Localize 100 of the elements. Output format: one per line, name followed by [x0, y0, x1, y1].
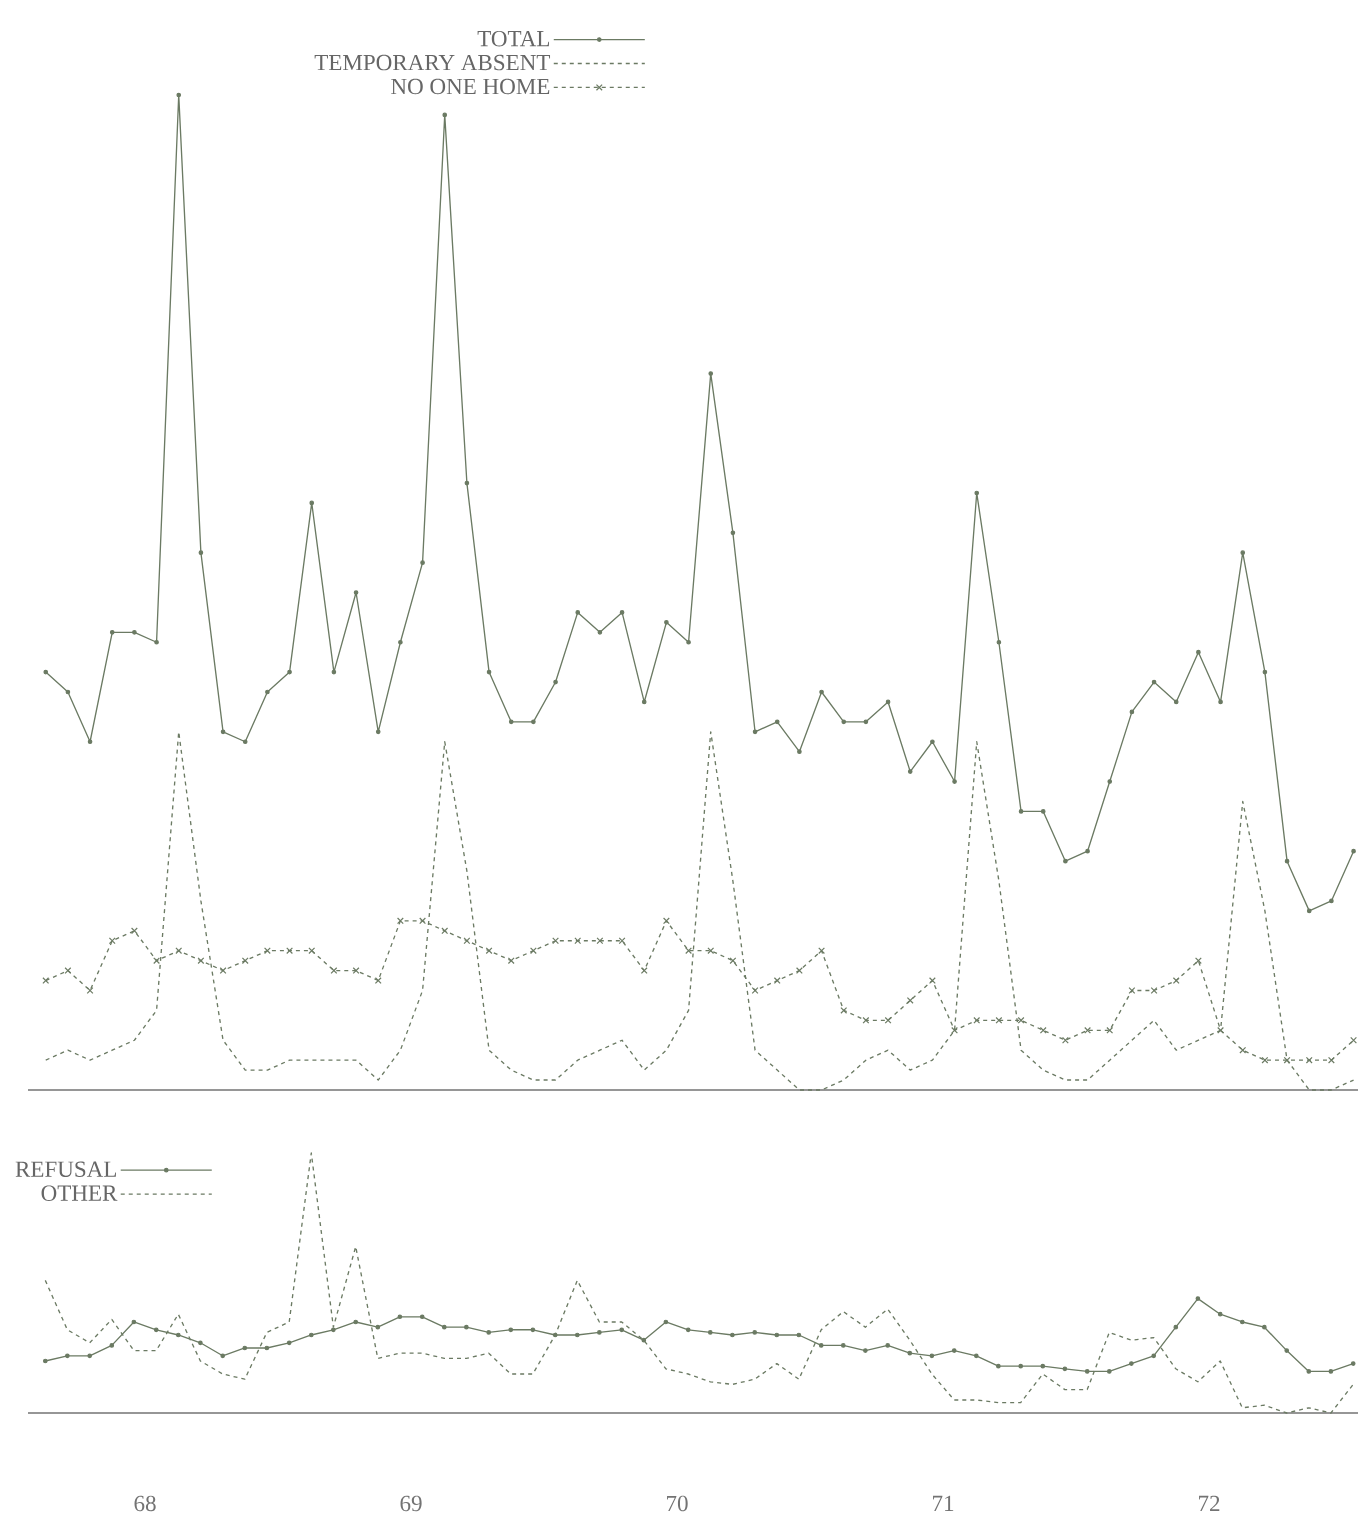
- point: [86, 987, 94, 994]
- point: [774, 719, 780, 725]
- point: [130, 927, 138, 935]
- point: [65, 1353, 70, 1359]
- point: [618, 937, 626, 945]
- point: [840, 1006, 848, 1014]
- x-tick-label: 72: [1199, 1495, 1220, 1511]
- point: [752, 729, 758, 735]
- point: [575, 610, 581, 615]
- point: [264, 1345, 270, 1351]
- point: [132, 629, 137, 635]
- point: [1129, 1361, 1134, 1366]
- point: [463, 937, 471, 945]
- point: [862, 1016, 870, 1024]
- point: [198, 1340, 203, 1346]
- point: [1150, 987, 1158, 994]
- point: [686, 639, 691, 645]
- point: [42, 1358, 48, 1364]
- point: [64, 967, 72, 975]
- point: [907, 1350, 913, 1356]
- point: [242, 739, 248, 745]
- x-tick-label: 71: [933, 1495, 954, 1511]
- point: [330, 967, 338, 975]
- point: [1173, 1324, 1179, 1330]
- point: [840, 1343, 846, 1348]
- point: [286, 947, 293, 955]
- point: [486, 669, 492, 675]
- point: [286, 1340, 292, 1346]
- point: [507, 957, 515, 965]
- point: [1327, 1056, 1335, 1064]
- point: [597, 1330, 602, 1335]
- point: [929, 1353, 935, 1359]
- point: [154, 639, 159, 645]
- point: [663, 1319, 669, 1325]
- point: [819, 689, 824, 695]
- point: [1084, 1026, 1091, 1034]
- point: [952, 779, 957, 784]
- point: [1017, 1016, 1025, 1024]
- point: [1084, 1369, 1090, 1374]
- point: [1129, 709, 1135, 715]
- point: [464, 1324, 469, 1330]
- x-tick-label: 70: [667, 1495, 688, 1512]
- point: [797, 749, 802, 755]
- point: [885, 699, 891, 705]
- point: [1239, 1046, 1247, 1054]
- point: [596, 937, 604, 945]
- point: [730, 1332, 735, 1338]
- point: [287, 669, 292, 675]
- point: [574, 1332, 580, 1338]
- point: [995, 1016, 1003, 1024]
- point: [1240, 550, 1246, 556]
- point: [553, 679, 558, 685]
- point: [774, 1332, 780, 1338]
- point: [1085, 848, 1090, 854]
- point: [1350, 1036, 1357, 1044]
- x-tick-label: 68: [134, 1495, 156, 1512]
- point: [1018, 809, 1024, 814]
- point: [1328, 1369, 1334, 1374]
- point: [419, 917, 426, 925]
- point: [863, 719, 869, 725]
- point: [1173, 699, 1179, 705]
- point: [951, 1026, 958, 1034]
- point: [751, 987, 759, 994]
- point: [1350, 1361, 1356, 1366]
- point: [1306, 908, 1312, 914]
- point: [930, 739, 935, 745]
- point: [752, 1330, 758, 1335]
- point: [974, 490, 980, 496]
- point: [220, 1353, 226, 1359]
- legend-label: NO ONE HOME: [391, 78, 550, 95]
- point: [662, 917, 670, 925]
- point: [597, 629, 603, 635]
- point: [309, 500, 315, 506]
- legend-label: OTHER: [41, 1185, 118, 1201]
- point: [552, 937, 559, 945]
- point: [508, 1327, 514, 1333]
- point: [707, 1330, 713, 1335]
- point: [220, 729, 226, 735]
- legend-label: TOTAL: [477, 30, 550, 47]
- point: [1062, 1366, 1068, 1372]
- point: [419, 1314, 425, 1320]
- point: [109, 1343, 115, 1348]
- point: [65, 689, 71, 695]
- point: [197, 957, 205, 965]
- point: [131, 1319, 137, 1325]
- point: [530, 1327, 536, 1333]
- point: [796, 1332, 802, 1338]
- point: [109, 629, 115, 635]
- point: [1196, 649, 1201, 655]
- point: [308, 1332, 314, 1338]
- point: [464, 480, 470, 486]
- point: [87, 1353, 93, 1359]
- point: [641, 1337, 647, 1343]
- point: [885, 1343, 891, 1348]
- point: [396, 917, 404, 925]
- point: [531, 719, 536, 725]
- point: [198, 550, 204, 556]
- point: [1262, 669, 1268, 675]
- point: [153, 1327, 159, 1333]
- point: [1284, 1348, 1290, 1353]
